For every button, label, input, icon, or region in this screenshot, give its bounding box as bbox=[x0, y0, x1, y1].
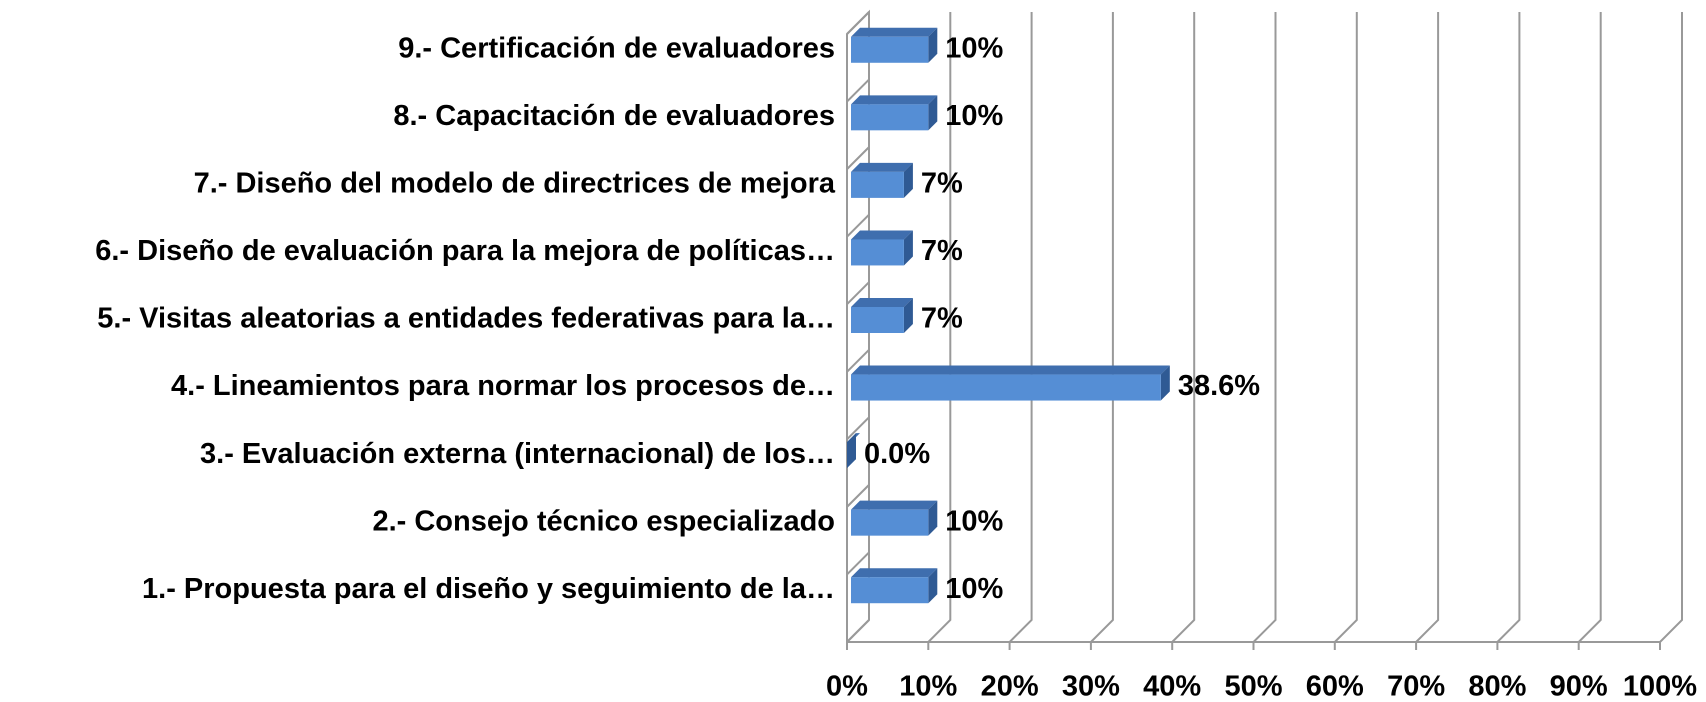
data-label: 0.0% bbox=[864, 438, 930, 470]
bar-side bbox=[1160, 365, 1170, 401]
bar-side bbox=[928, 568, 938, 604]
x-tick-label: 40% bbox=[1143, 671, 1201, 702]
bar-top bbox=[851, 95, 938, 105]
y-tick-label: 7.- Diseño del modelo de directrices de … bbox=[194, 168, 836, 200]
x-tick-label: 60% bbox=[1306, 671, 1364, 702]
data-label: 7% bbox=[921, 303, 963, 335]
bar-top bbox=[851, 230, 913, 240]
data-label: 7% bbox=[921, 235, 963, 267]
wall-tick bbox=[846, 11, 870, 35]
wall-tick bbox=[846, 484, 870, 508]
x-tick-label: 50% bbox=[1224, 671, 1282, 702]
y-tick-label: 6.- Diseño de evaluación para la mejora … bbox=[95, 235, 835, 267]
grid-line bbox=[1334, 12, 1358, 643]
bar-side bbox=[903, 230, 913, 266]
bar-side bbox=[903, 162, 913, 198]
bar bbox=[851, 171, 904, 198]
bar-side bbox=[903, 298, 913, 333]
grid-line bbox=[1659, 12, 1683, 643]
x-tick-label: 20% bbox=[981, 671, 1039, 702]
data-label: 38.6% bbox=[1178, 370, 1260, 402]
bar bbox=[851, 307, 904, 333]
bar-top bbox=[851, 298, 913, 307]
wall-tick bbox=[846, 78, 870, 103]
bar-top bbox=[851, 500, 938, 510]
y-tick-label: 3.- Evaluación externa (internacional) d… bbox=[200, 438, 835, 470]
data-label: 10% bbox=[945, 32, 1003, 64]
y-tick-label: 8.- Capacitación de evaluadores bbox=[393, 100, 835, 132]
bar-top bbox=[851, 365, 1170, 375]
grid-line bbox=[927, 12, 952, 643]
grid-line bbox=[1008, 12, 1033, 643]
y-tick-label: 5.- Visitas aleatorias a entidades feder… bbox=[97, 303, 835, 335]
grid-line bbox=[1415, 12, 1440, 643]
data-label: 7% bbox=[921, 168, 963, 200]
x-tick-label: 70% bbox=[1387, 671, 1445, 702]
data-label: 10% bbox=[945, 505, 1003, 537]
y-tick-label: 2.- Consejo técnico especializado bbox=[372, 505, 835, 537]
wall-tick bbox=[846, 281, 870, 305]
bar bbox=[851, 104, 929, 131]
x-tick-label: 10% bbox=[899, 671, 957, 702]
bar bbox=[851, 36, 929, 63]
wall-tick bbox=[846, 551, 870, 576]
bar-side bbox=[928, 27, 938, 63]
bar bbox=[851, 239, 904, 266]
x-tick-label: 80% bbox=[1468, 671, 1526, 702]
bar bbox=[851, 374, 1161, 401]
wall-tick bbox=[846, 213, 870, 238]
data-label: 10% bbox=[945, 573, 1003, 605]
grid-line bbox=[846, 12, 870, 643]
y-tick-label: 1.- Propuesta para el diseño y seguimien… bbox=[142, 573, 835, 605]
bar-top bbox=[851, 568, 938, 578]
wall-tick bbox=[846, 146, 870, 170]
grid-line bbox=[1090, 12, 1114, 643]
data-label: 10% bbox=[945, 100, 1003, 132]
bar-top bbox=[851, 27, 938, 37]
y-tick-label: 4.- Lineamientos para normar los proceso… bbox=[171, 370, 835, 402]
bar bbox=[851, 577, 929, 604]
bar-side bbox=[928, 500, 938, 536]
wall-tick bbox=[846, 416, 870, 441]
x-tick-label: 100% bbox=[1623, 671, 1697, 702]
grid-line bbox=[1252, 12, 1277, 643]
x-tick-label: 90% bbox=[1550, 671, 1608, 702]
x-tick-label: 30% bbox=[1062, 671, 1120, 702]
bar-top bbox=[851, 162, 913, 172]
grid-line bbox=[1496, 12, 1521, 643]
bar-side bbox=[928, 95, 938, 131]
wall-tick bbox=[846, 349, 870, 373]
x-tick-label: 0% bbox=[826, 671, 868, 702]
grid-line bbox=[1171, 12, 1196, 643]
bar-side bbox=[847, 433, 856, 469]
grid-line bbox=[1577, 12, 1602, 643]
bar bbox=[851, 509, 929, 536]
y-tick-label: 9.- Certificación de evaluadores bbox=[398, 32, 835, 64]
